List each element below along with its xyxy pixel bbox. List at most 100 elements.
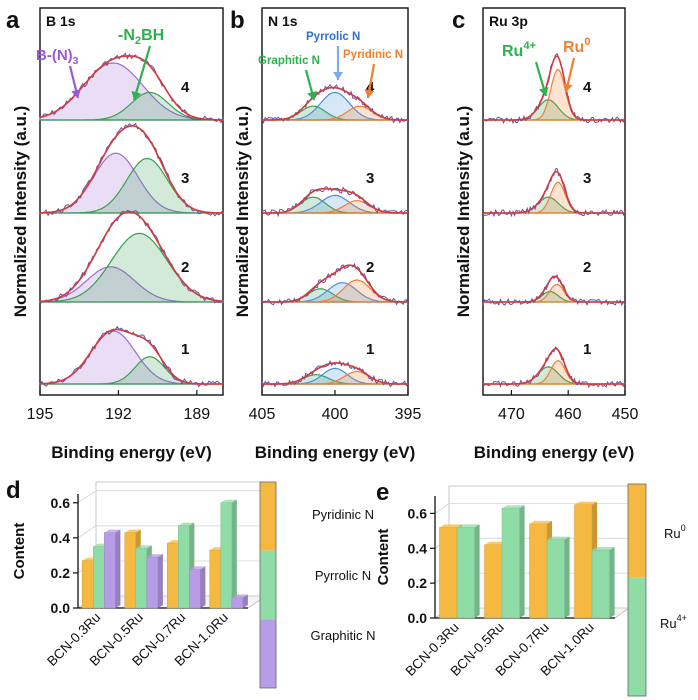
fit-component	[483, 69, 625, 121]
arrow-head	[71, 89, 81, 98]
bar-front	[189, 569, 201, 609]
y-tick-label: 0.0	[51, 600, 71, 616]
total-fit-line	[39, 328, 223, 385]
bar-front	[546, 539, 565, 619]
bar-front	[484, 544, 503, 619]
component-label-graphitic: Graphitic N	[258, 55, 320, 67]
panel-letter: a	[6, 7, 20, 34]
bar-top	[457, 524, 480, 528]
legend-swatch	[628, 484, 646, 578]
y-axis-label: Normalized Intensity (a.u.)	[233, 106, 252, 318]
panel-title: B 1s	[46, 13, 76, 29]
bar-side	[474, 524, 480, 618]
legend-e: Ru0 Ru4+	[627, 483, 687, 697]
bar-front	[82, 560, 94, 609]
legend-label: Ru4+	[660, 613, 687, 631]
panel-title: Ru 3p	[489, 13, 528, 29]
panel-letter: c	[452, 7, 465, 34]
bar	[189, 566, 206, 609]
arrow-pyrrolic	[333, 46, 343, 80]
arrow-shaft	[132, 45, 152, 101]
bar-top	[124, 529, 141, 533]
y-tick-label: 0.6	[408, 505, 428, 521]
total-fit-line	[39, 210, 224, 303]
arrow-head	[307, 90, 317, 100]
x-axis-label: Binding energy (eV)	[255, 443, 416, 462]
total-fit-line	[262, 187, 408, 214]
bar	[146, 554, 163, 609]
y-tick-label: 0.0	[408, 610, 428, 626]
fit-component	[483, 283, 625, 303]
legend-swatch	[260, 482, 276, 551]
component-label-bn3: B-(N)3	[36, 47, 79, 67]
depth-grid	[434, 503, 450, 514]
bar-front	[439, 527, 458, 619]
bar-top	[104, 529, 121, 533]
x-tick-label: 460	[555, 406, 582, 423]
bar-front	[220, 502, 233, 609]
bar-front	[501, 507, 520, 619]
spectrum-label: 2	[583, 259, 591, 276]
spectrum-label: 2	[181, 259, 189, 276]
fit-component	[483, 181, 625, 214]
arrow-head	[131, 90, 142, 100]
bar-top	[135, 545, 152, 549]
legend-border	[259, 481, 277, 689]
x-tick-label: 450	[612, 406, 639, 423]
xps-panel-a: a B 1s 195 192 189 Binding energy (eV) Normali…	[6, 7, 224, 462]
component-label-n2bh: -N2BH	[118, 27, 164, 47]
y-tick-label: 0.4	[408, 540, 428, 556]
spectrum-label: 1	[181, 341, 189, 358]
bar-front	[591, 549, 610, 619]
arrow-bn3	[68, 65, 81, 99]
x-tick-label: 192	[105, 406, 132, 423]
x-tick-label: 405	[249, 406, 276, 423]
legend-border	[627, 483, 647, 697]
arrow-n2bh	[131, 45, 152, 101]
bar-front	[93, 546, 105, 609]
spectrum-label: 1	[366, 341, 374, 358]
bar-top	[529, 520, 553, 524]
bar	[104, 529, 121, 609]
bar-front	[124, 532, 137, 609]
total-fit-line	[483, 55, 625, 121]
bar-side	[564, 536, 570, 618]
bar	[231, 594, 248, 609]
component-label-ru4: Ru4+	[502, 40, 537, 60]
fit-component	[483, 360, 625, 385]
spectrum-label: 3	[366, 170, 374, 187]
bar-front	[456, 527, 475, 619]
fit-component	[40, 91, 223, 121]
bar-top	[146, 554, 163, 558]
total-fit-line	[262, 264, 408, 303]
spectrum-label: 3	[181, 170, 189, 187]
legend-label: Ru0	[664, 523, 686, 541]
spectrum-label: 4	[181, 79, 190, 96]
bar-side	[519, 505, 525, 618]
raw-data-line	[261, 360, 409, 388]
x-axis-label: Binding energy (eV)	[474, 443, 635, 462]
component-label-pyridinic: Pyridinic N	[343, 49, 403, 61]
bar-top	[592, 547, 615, 551]
bar-top	[484, 541, 508, 545]
bar-side	[609, 547, 615, 618]
y-axis-label: Content	[11, 523, 28, 580]
bar-panel-d: d0.00.20.40.6ContentBCN-0.3RuBCN-0.5RuBC…	[6, 477, 268, 669]
arrow-pyridinic	[364, 63, 376, 99]
fit-component	[262, 91, 408, 121]
bar-front	[146, 556, 159, 609]
spectrum-label: 1	[583, 341, 591, 358]
total-fit-line	[262, 362, 408, 385]
depth-grid	[77, 525, 97, 539]
panel-title: N 1s	[268, 13, 298, 29]
arrow-graphitic	[304, 69, 317, 101]
legend-swatch	[260, 550, 276, 620]
raw-data-line	[39, 52, 224, 124]
legend-label: Pyridinic N	[312, 507, 374, 522]
y-tick-label: 0.2	[51, 565, 71, 581]
legend-swatch	[628, 577, 646, 696]
bar-front	[574, 504, 593, 619]
depth-grid	[77, 490, 97, 504]
legend-swatch	[260, 619, 276, 688]
